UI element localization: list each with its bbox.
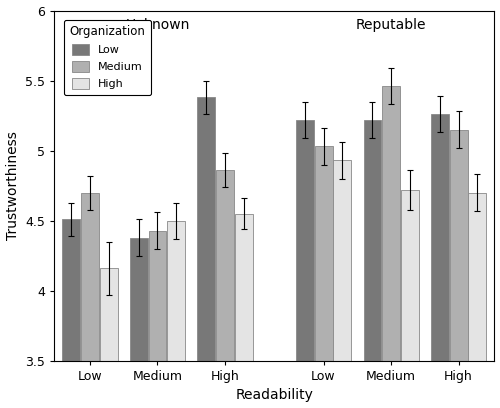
Bar [234,214,252,361]
Y-axis label: Trustworthiness: Trustworthiness [6,131,20,240]
X-axis label: Readability: Readability [236,388,313,402]
Bar [148,231,166,361]
Legend: Low, Medium, High: Low, Medium, High [64,20,151,95]
Text: Reputable: Reputable [356,18,426,31]
Bar [198,98,216,361]
Bar [100,268,117,361]
Bar [364,120,382,361]
Bar [333,160,351,361]
Bar [400,190,418,361]
Bar [130,237,148,361]
Text: Unknown: Unknown [126,18,190,31]
Bar [167,221,185,361]
Bar [450,130,468,361]
Bar [314,146,332,361]
Bar [382,86,400,361]
Bar [81,193,99,361]
Bar [296,120,314,361]
Bar [468,193,486,361]
Bar [62,220,80,361]
Bar [216,170,234,361]
Bar [431,114,449,361]
